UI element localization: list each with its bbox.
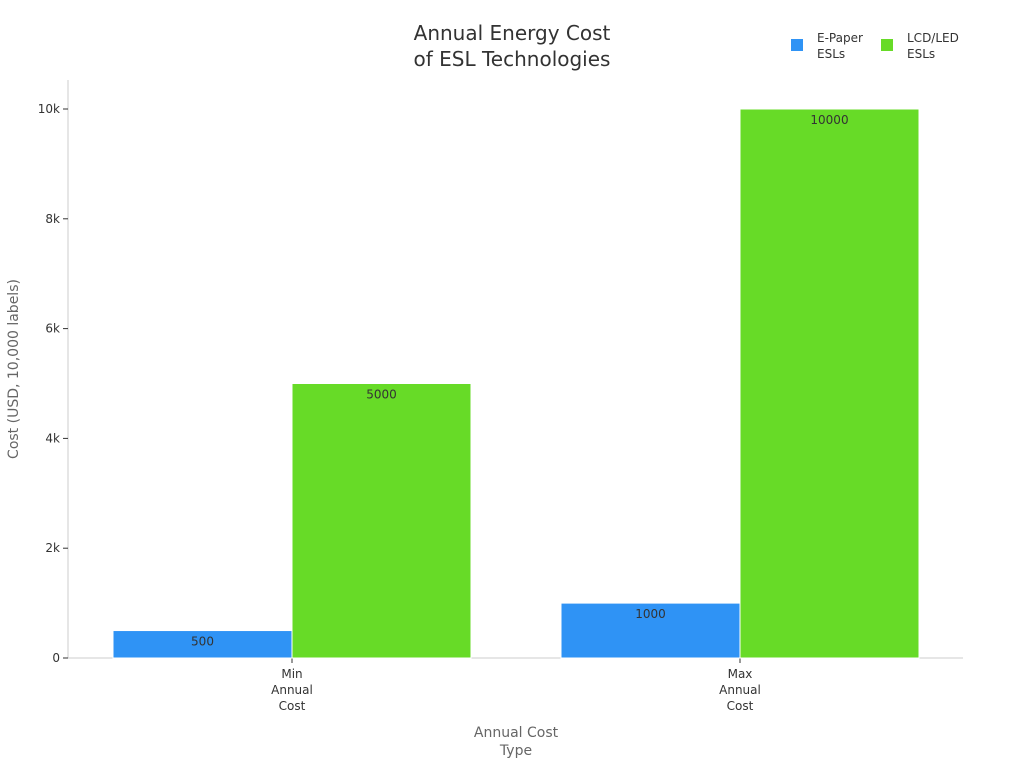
data-label: 10000 xyxy=(810,113,848,127)
x-tick-label: Max Annual Cost xyxy=(719,667,761,713)
bar-lcdled-max xyxy=(739,108,920,659)
x-tick-label: Min Annual Cost xyxy=(271,667,313,713)
y-axis-title: Cost (USD, 10,000 labels) xyxy=(6,279,22,459)
y-tick-label: 2k xyxy=(45,541,60,555)
legend-swatch xyxy=(881,39,893,51)
y-tick-label: 10k xyxy=(38,102,60,116)
y-axis: 0 2k 4k 6k 8k 10k Cost (USD, 10,000 labels) xyxy=(6,80,69,665)
x-axis: Min Annual Cost Max Annual Cost Annual Cost Typ… xyxy=(68,657,963,759)
y-tick-label: 8k xyxy=(45,212,60,226)
chart-title-text: Annual Energy Cost of ESL Technologies xyxy=(414,21,611,71)
data-label: 500 xyxy=(191,635,214,649)
bar-epaper-max xyxy=(560,602,741,659)
legend-label: LCD/LED ESLs xyxy=(907,31,959,61)
data-label: 1000 xyxy=(635,607,666,621)
y-tick-label: 4k xyxy=(45,431,60,445)
bars xyxy=(112,108,920,659)
y-tick-label: 0 xyxy=(52,651,60,665)
legend-label: E-Paper ESLs xyxy=(817,31,863,61)
chart-title: Annual Energy Cost of ESL Technologies xyxy=(414,21,611,71)
bar-lcdled-min xyxy=(291,383,472,659)
legend: E-Paper ESLs LCD/LED ESLs xyxy=(791,31,959,61)
y-tick-label: 6k xyxy=(45,322,60,336)
data-label: 5000 xyxy=(366,388,397,402)
legend-swatch xyxy=(791,39,803,51)
x-axis-title: Annual Cost Type xyxy=(474,725,559,759)
data-labels: 500 5000 1000 10000 xyxy=(191,113,849,649)
